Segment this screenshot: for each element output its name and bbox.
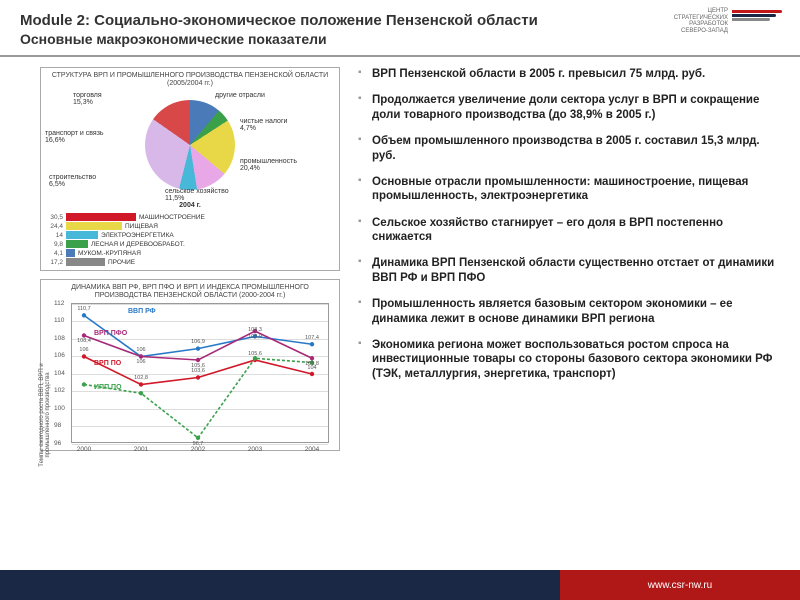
bar-label: ПРОЧИЕ (108, 259, 135, 266)
bar-legend-row: 9,8 ЛЕСНАЯ И ДЕРЕВООБРАБОТ. (45, 240, 335, 248)
bullet-item: Экономика региона может воспользоваться … (358, 338, 782, 381)
logo-line: СЕВЕРО-ЗАПАД (674, 28, 728, 35)
data-point-label: 108,3 (248, 327, 262, 333)
bar-legend: 30,5 МАШИНОСТРОЕНИЕ24,4 ПИЩЕВАЯ14 ЭЛЕКТР… (45, 213, 335, 266)
bar-value: 17,2 (45, 259, 63, 266)
y-tick: 110 (54, 317, 64, 324)
series-label: ВРП ПО (94, 360, 121, 367)
footer-bar (0, 570, 560, 600)
bar-legend-row: 30,5 МАШИНОСТРОЕНИЕ (45, 213, 335, 221)
pie-slice-label: транспорт и связь16,6% (45, 130, 104, 144)
text-column: ВРП Пензенской области в 2005 г. превыси… (358, 67, 782, 459)
bullet-item: Сельское хозяйство стагнирует – его доля… (358, 216, 782, 245)
y-tick: 108 (54, 335, 65, 342)
y-tick: 96 (54, 440, 61, 447)
logo-swoosh-icon (732, 10, 782, 32)
pie-slice-label: промышленность20,4% (240, 158, 297, 172)
bar-value: 4,1 (45, 250, 63, 257)
data-point-label: 106 (79, 347, 88, 353)
series-label: ВРП ПФО (94, 330, 127, 337)
bullet-item: Динамика ВРП Пензенской области существе… (358, 256, 782, 285)
x-tick: 2002 (191, 446, 205, 453)
bar-value: 30,5 (45, 214, 63, 221)
data-point-label: 108,4 (77, 338, 91, 344)
data-point-label: 106 (136, 359, 145, 365)
bar-swatch (66, 258, 105, 266)
pie-icon (145, 100, 235, 190)
bullet-item: Продолжается увеличение доли сектора усл… (358, 93, 782, 122)
y-tick: 112 (54, 300, 64, 307)
bullet-item: Объем промышленного производства в 2005 … (358, 134, 782, 163)
bar-value: 24,4 (45, 223, 63, 230)
data-point-label: 103,6 (191, 368, 205, 374)
page-subtitle: Основные макроэкономические показатели (20, 31, 780, 47)
bar-label: МАШИНОСТРОЕНИЕ (139, 214, 205, 221)
data-point-label: 110,7 (77, 306, 90, 312)
line-chart-title: ДИНАМИКА ВВП РФ, ВРП ПФО И ВРП И ИНДЕКСА… (45, 284, 335, 299)
pie-chart: торговля15,3% другие отрасли чистые налоги… (45, 90, 335, 200)
y-tick: 104 (54, 370, 65, 377)
logo-line: ЦЕНТР (674, 8, 728, 15)
bar-legend-row: 17,2 ПРОЧИЕ (45, 258, 335, 266)
charts-column: СТРУКТУРА ВРП И ПРОМЫШЛЕННОГО ПРОИЗВОДСТ… (40, 67, 340, 459)
bullet-list: ВРП Пензенской области в 2005 г. превыси… (358, 67, 782, 381)
bar-swatch (66, 222, 122, 230)
y-tick: 100 (54, 405, 65, 412)
line-chart-block: ДИНАМИКА ВВП РФ, ВРП ПФО И ВРП И ИНДЕКСА… (40, 279, 340, 450)
bar-label: МУКОМ.-КРУПЯНАЯ (78, 250, 141, 257)
series-label: ВВП РФ (128, 308, 156, 315)
line-chart: 9698100102104106108110112200020012002200… (71, 303, 329, 443)
pie-slice-label: другие отрасли (215, 92, 265, 99)
y-axis-title: Темпы ежегодного роста ВВП, ВРП и промыш… (39, 350, 51, 480)
bar-swatch (66, 231, 98, 239)
y-tick: 102 (54, 387, 65, 394)
bullet-item: Промышленность является базовым сектором… (358, 297, 782, 326)
bar-label: ЛЕСНАЯ И ДЕРЕВООБРАБОТ. (91, 241, 185, 248)
x-tick: 2000 (77, 446, 91, 453)
logo-line: РАЗРАБОТОК (674, 21, 728, 28)
bar-swatch (66, 240, 88, 248)
bar-swatch (66, 249, 75, 257)
pie-chart-title: СТРУКТУРА ВРП И ПРОМЫШЛЕННОГО ПРОИЗВОДСТ… (45, 72, 335, 87)
pie-slice-label: сельское хозяйство11,5% (165, 188, 229, 202)
data-point-label: 104 (307, 365, 316, 371)
pie-slice-label: торговля15,3% (73, 92, 102, 106)
bar-label: ЭЛЕКТРОЭНЕРГЕТИКА (101, 232, 174, 239)
data-point-label: 102,8 (134, 375, 148, 381)
data-point-label: 107,4 (305, 335, 319, 341)
x-tick: 2001 (134, 446, 148, 453)
pie-year-label: 2004 г. (45, 202, 335, 209)
bar-label: ПИЩЕВАЯ (125, 223, 158, 230)
pie-chart-block: СТРУКТУРА ВРП И ПРОМЫШЛЕННОГО ПРОИЗВОДСТ… (40, 67, 340, 271)
data-point-label: 96,7 (193, 441, 204, 447)
y-tick: 98 (54, 422, 61, 429)
series-label: ИПП ПО (94, 384, 122, 391)
data-point-label: 106,9 (191, 339, 205, 345)
data-point-label: 108,9 (248, 334, 262, 340)
bullet-item: ВРП Пензенской области в 2005 г. превыси… (358, 67, 782, 81)
logo-text: ЦЕНТР СТРАТЕГИЧЕСКИХ РАЗРАБОТОК СЕВЕРО-З… (674, 8, 728, 34)
x-tick: 2004 (305, 446, 319, 453)
footer-url: www.csr-nw.ru (560, 570, 800, 600)
bar-legend-row: 4,1 МУКОМ.-КРУПЯНАЯ (45, 249, 335, 257)
pie-slice-label: чистые налоги4,7% (240, 118, 287, 132)
page-title: Module 2: Социально-экономическое положе… (20, 12, 780, 29)
pie-slice-label: строительство6,5% (49, 174, 96, 188)
logo: ЦЕНТР СТРАТЕГИЧЕСКИХ РАЗРАБОТОК СЕВЕРО-З… (674, 8, 782, 34)
x-tick: 2003 (248, 446, 262, 453)
logo-line: СТРАТЕГИЧЕСКИХ (674, 15, 728, 22)
bar-legend-row: 24,4 ПИЩЕВАЯ (45, 222, 335, 230)
bar-value: 9,8 (45, 241, 63, 248)
bar-swatch (66, 213, 136, 221)
data-point-label: 105,6 (248, 351, 262, 357)
data-point-label: 106 (136, 347, 145, 353)
y-tick: 106 (54, 352, 65, 359)
bullet-item: Основные отрасли промышленности: машинос… (358, 175, 782, 204)
bar-value: 14 (45, 232, 63, 239)
bar-legend-row: 14 ЭЛЕКТРОЭНЕРГЕТИКА (45, 231, 335, 239)
